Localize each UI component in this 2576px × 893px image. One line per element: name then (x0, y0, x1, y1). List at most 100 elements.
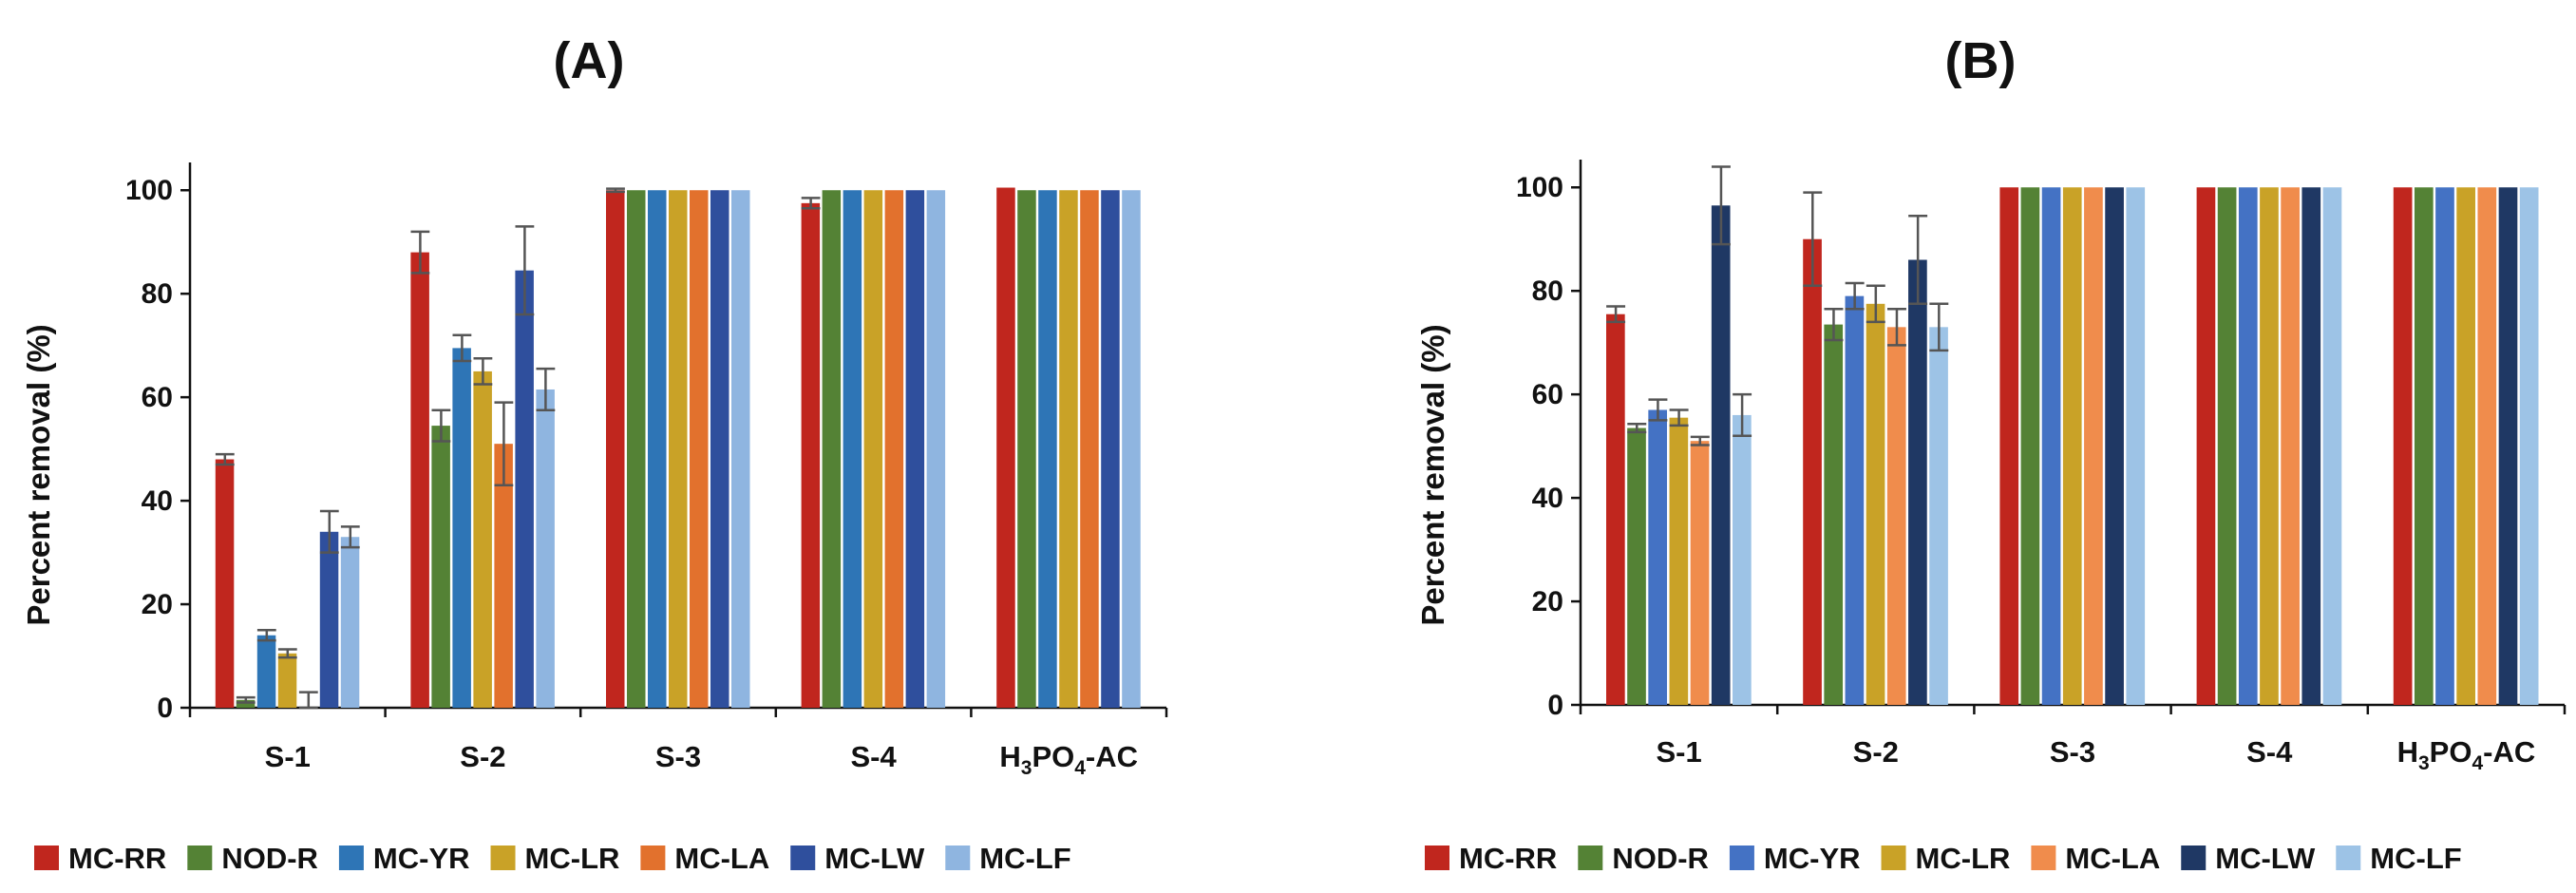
bar-mc-yr-s-2 (1845, 295, 1865, 705)
legend-label: MC-LA (674, 842, 769, 875)
y-tick-label: 100 (1516, 172, 1563, 203)
legend-swatch (490, 846, 516, 870)
y-tick-label: 80 (142, 278, 173, 310)
bar-nod-r-s-1 (1627, 428, 1646, 705)
legend-swatch (1578, 846, 1603, 870)
bar-mc-lf-s-1 (340, 537, 360, 708)
bar-mc-yr-s-4 (843, 190, 862, 708)
legend-item-nod-r: NOD-R (187, 842, 318, 875)
bar-mc-lr-s-2 (1866, 303, 1885, 705)
legend-label: MC-YR (373, 842, 470, 875)
bar-mc-la-s-1 (1690, 441, 1710, 705)
legend-item-mc-rr: MC-RR (1425, 842, 1557, 875)
bar-nod-r-h3po4-ac (1017, 190, 1036, 708)
legend-label: MC-LW (2215, 842, 2316, 875)
legend-swatch (1425, 846, 1449, 870)
bar-nod-r-s-2 (431, 426, 450, 708)
bar-mc-yr-s-4 (2238, 187, 2258, 705)
bar-mc-rr-s-3 (1999, 187, 2019, 705)
bar-mc-yr-s-3 (2041, 187, 2061, 705)
legend-item-mc-lw: MC-LW (790, 842, 925, 875)
x-tick-label: S-1 (1656, 735, 1701, 769)
bar-nod-r-s-3 (627, 190, 646, 708)
legend-label: MC-RR (1459, 842, 1557, 875)
y-tick-label: 80 (1532, 276, 1563, 307)
bar-mc-la-h3po4-ac (2477, 187, 2497, 705)
bar-mc-lf-s-3 (730, 190, 750, 708)
legend-label: MC-LR (525, 842, 620, 875)
x-tick-label: S-3 (655, 740, 701, 773)
x-tick-label: S-4 (2246, 735, 2293, 769)
y-tick-label: 40 (142, 485, 173, 517)
legend-swatch (640, 846, 666, 870)
bar-mc-lw-h3po4-ac (1101, 190, 1120, 708)
bar-mc-yr-s-1 (256, 635, 276, 708)
legend-swatch (945, 846, 971, 870)
x-tick-label: S-2 (460, 740, 505, 773)
legend-label: NOD-R (221, 842, 318, 875)
bar-mc-lf-s-4 (926, 190, 946, 708)
bar-mc-lf-s-4 (2322, 187, 2342, 705)
x-tick-label: H3​PO4​-AC (999, 740, 1138, 779)
legend-label: MC-LR (1916, 842, 2011, 875)
bar-mc-rr-s-3 (606, 190, 625, 708)
y-axis-label: Percent removal (%) (1415, 324, 1450, 625)
legend-item-nod-r: NOD-R (1578, 842, 1709, 875)
bar-mc-la-h3po4-ac (1080, 190, 1099, 708)
bar-mc-lr-s-3 (669, 190, 688, 708)
legend-label: MC-LW (824, 842, 925, 875)
bar-mc-la-s-4 (884, 190, 904, 708)
legend-item-mc-la: MC-LA (2031, 842, 2160, 875)
bar-mc-lw-s-2 (515, 270, 534, 708)
bar-mc-lw-s-1 (1711, 205, 1731, 706)
legend-item-mc-lf: MC-LF (945, 842, 1071, 875)
legend-item-mc-lw: MC-LW (2181, 842, 2316, 875)
bar-mc-lf-s-2 (536, 389, 555, 708)
x-tick-label: H3​PO4​-AC (2397, 735, 2536, 774)
bar-nod-r-s-1 (236, 699, 256, 708)
legend-swatch (1729, 846, 1754, 870)
legend-label: MC-LF (2370, 842, 2461, 875)
bar-mc-la-s-3 (689, 190, 709, 708)
legend-label: MC-LA (2065, 842, 2160, 875)
bar-nod-r-s-2 (1824, 324, 1844, 705)
panel-a: (A) Percent removal (%) 0 20 40 60 80 100 S-1 S-2… (21, 32, 1168, 875)
bar-mc-lr-s-2 (473, 370, 492, 708)
bar-mc-la-s-2 (494, 444, 513, 708)
bar-mc-lf-s-1 (1733, 414, 1752, 705)
bar-nod-r-h3po4-ac (2414, 187, 2434, 705)
bar-mc-lr-s-4 (863, 190, 883, 708)
bar-mc-la-s-3 (2084, 187, 2103, 705)
panel-b: (B) Percent removal (%) 0 20 40 60 80 100 S-1 S-2… (1415, 32, 2567, 875)
legend-item-mc-lf: MC-LF (2336, 842, 2462, 875)
legend-item-mc-rr: MC-RR (34, 842, 166, 875)
bar-mc-lw-s-4 (905, 190, 925, 708)
legend-item-mc-la: MC-LA (640, 842, 769, 875)
chart-title: (B) (1945, 32, 2017, 89)
legend-swatch (187, 846, 213, 870)
legend-swatch (2031, 846, 2056, 870)
y-axis-label: Percent removal (%) (21, 324, 56, 625)
x-tick-label: S-4 (850, 740, 897, 773)
bar-mc-lr-h3po4-ac (2456, 187, 2475, 705)
x-tick-label: S-2 (1853, 735, 1899, 769)
legend-swatch (338, 846, 364, 870)
legend-swatch (1881, 846, 1906, 870)
y-tick-label: 60 (1532, 379, 1563, 410)
bar-mc-yr-s-1 (1648, 409, 1668, 705)
bar-mc-lw-h3po4-ac (2498, 187, 2518, 705)
legend-label: NOD-R (1612, 842, 1709, 875)
y-tick-label: 60 (142, 382, 173, 413)
legend-item-mc-lr: MC-LR (490, 842, 620, 875)
bar-mc-lr-h3po4-ac (1059, 190, 1078, 708)
bar-mc-yr-s-2 (452, 348, 471, 708)
bar-mc-lf-h3po4-ac (2519, 187, 2539, 705)
x-tick-label: S-1 (265, 740, 311, 773)
bar-mc-lw-s-1 (319, 531, 339, 708)
bar-mc-lw-s-3 (2105, 187, 2124, 705)
legend-item-mc-yr: MC-YR (338, 842, 470, 875)
bar-mc-lr-s-3 (2062, 187, 2082, 705)
bar-mc-lr-s-1 (1669, 417, 1689, 705)
bar-mc-lw-s-4 (2301, 187, 2321, 705)
